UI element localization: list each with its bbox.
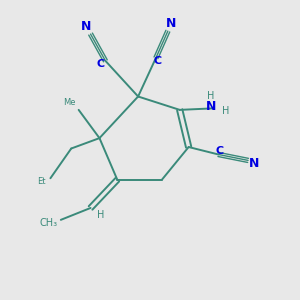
Text: Et: Et: [37, 177, 46, 186]
Text: N: N: [249, 157, 259, 170]
Text: H: H: [222, 106, 230, 116]
Text: H: H: [207, 91, 214, 101]
Text: C: C: [153, 56, 161, 66]
Text: C: C: [216, 146, 224, 157]
Text: N: N: [166, 17, 176, 30]
Text: Me: Me: [64, 98, 76, 107]
Text: C: C: [97, 59, 105, 69]
Text: N: N: [81, 20, 91, 33]
Text: N: N: [206, 100, 216, 113]
Text: H: H: [97, 210, 105, 220]
Text: CH₃: CH₃: [40, 218, 58, 228]
